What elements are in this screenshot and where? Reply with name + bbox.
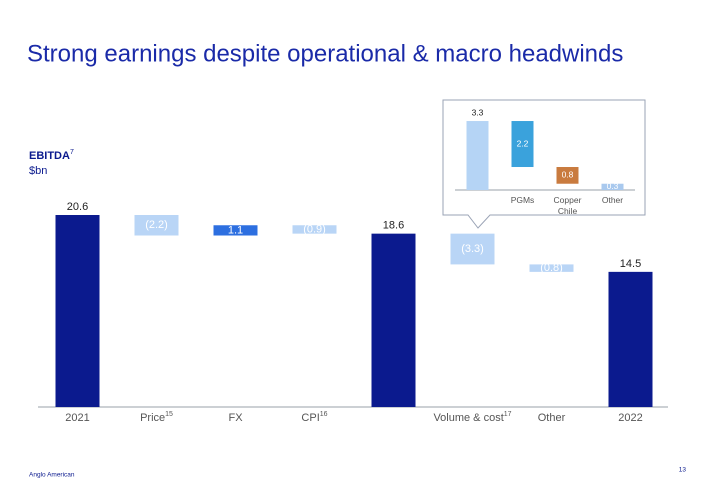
category-note: 17 xyxy=(504,411,512,418)
category-text: CPI xyxy=(301,412,319,424)
category-label: Other xyxy=(538,412,566,424)
value-label: (3.3) xyxy=(461,243,484,255)
category-label-box: PGMs xyxy=(510,195,535,205)
y-label-note: 7 xyxy=(70,149,74,156)
category-text: Volume & cost xyxy=(433,412,503,424)
bar xyxy=(213,225,258,236)
category-label: CPI16 xyxy=(301,411,327,424)
category-text: FX xyxy=(228,412,243,424)
category-label: Copper Chile xyxy=(553,195,582,216)
footer: Anglo American xyxy=(29,472,75,479)
y-label: EBITDA7 xyxy=(29,149,74,162)
category-label: FX xyxy=(228,412,243,424)
bar xyxy=(608,271,653,407)
bar xyxy=(134,215,179,236)
category-text: Other xyxy=(538,412,566,424)
category-label: Price15 xyxy=(140,411,173,424)
category-label: 2022 xyxy=(618,412,642,424)
y-label-text: EBITDA xyxy=(29,150,70,162)
unit-label: $bn xyxy=(29,165,47,177)
category-label: PGMs xyxy=(510,195,535,205)
bar xyxy=(466,121,489,190)
value-label: 1.1 xyxy=(228,224,243,236)
category-note: 16 xyxy=(320,411,328,418)
value-label: 2.2 xyxy=(517,138,529,148)
bar xyxy=(556,167,579,184)
category-text: Price xyxy=(140,412,165,424)
value-label: (2.2) xyxy=(145,219,168,231)
value-label: (0.8) xyxy=(540,262,563,274)
bar xyxy=(371,233,416,407)
category-label: 2021 xyxy=(65,412,89,424)
bar xyxy=(529,264,574,272)
category-label: Other xyxy=(601,195,624,205)
bar xyxy=(55,215,100,407)
bar xyxy=(292,225,337,234)
value-label: 14.5 xyxy=(620,258,641,270)
bar xyxy=(601,183,624,190)
category-note: 15 xyxy=(165,411,173,418)
category-label-box: Copper Chile xyxy=(553,195,582,216)
category-label-box: Other xyxy=(601,195,624,205)
value-label: 0.8 xyxy=(562,170,574,180)
value-label: 18.6 xyxy=(383,220,404,232)
page-number: 13 xyxy=(679,467,687,474)
bar xyxy=(450,233,495,265)
inset-box xyxy=(442,99,646,229)
value-label: 3.3 xyxy=(472,107,484,117)
category-text: 2021 xyxy=(65,412,89,424)
category-label: Volume & cost17 xyxy=(433,411,511,424)
value-label: (0.9) xyxy=(303,223,326,235)
bar xyxy=(511,121,534,168)
value-label: 20.6 xyxy=(67,201,88,213)
value-label: 0.3 xyxy=(607,181,619,191)
slide-title: Strong earnings despite operational & ma… xyxy=(27,40,623,67)
category-text: 2022 xyxy=(618,412,642,424)
